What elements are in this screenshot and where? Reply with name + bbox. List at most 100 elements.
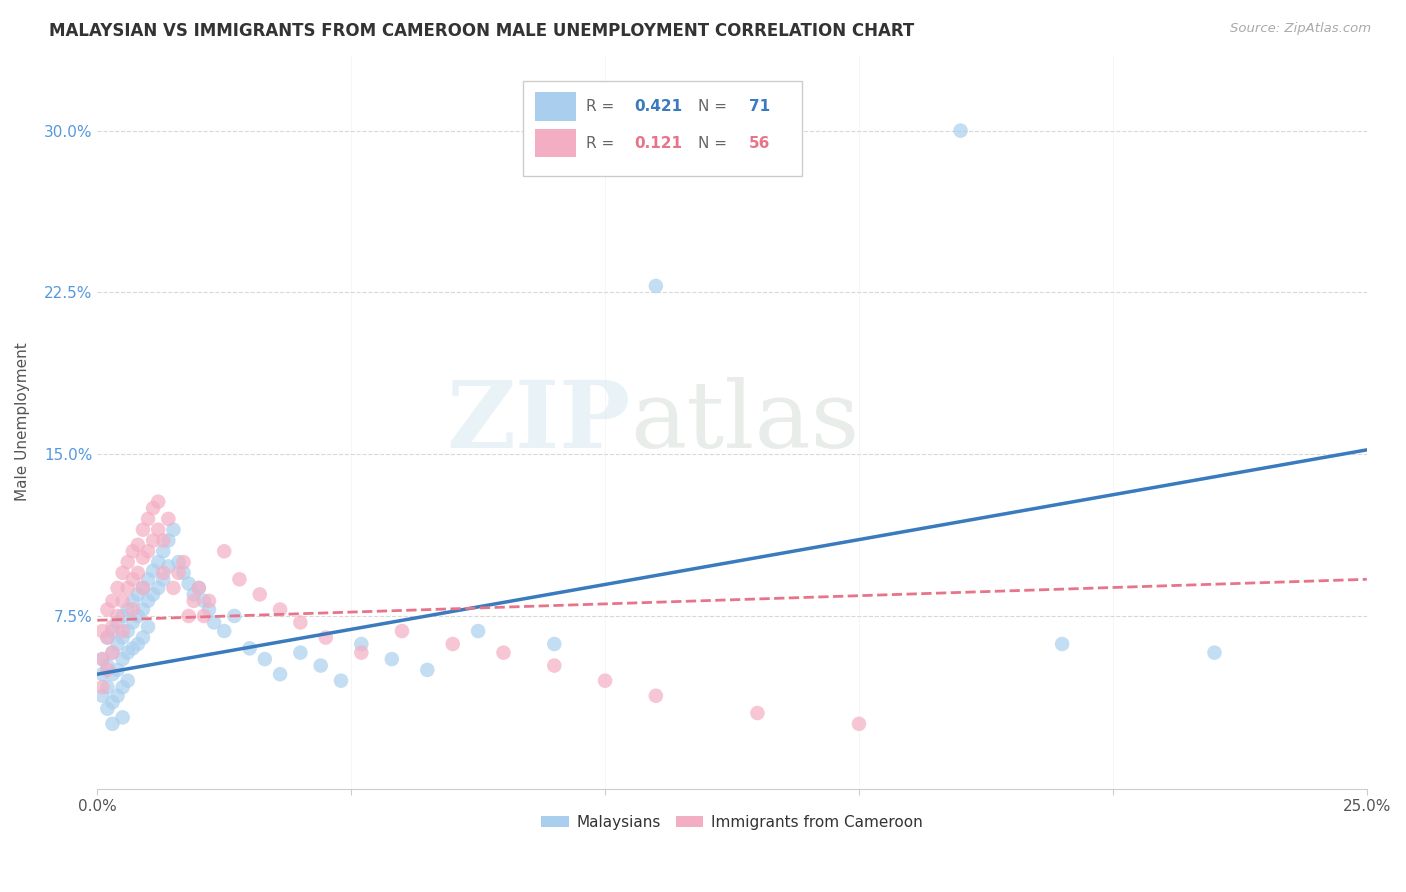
Point (117, 624, 139, 638)
Text: 71: 71 (748, 99, 769, 114)
Point (117, 581, 139, 595)
FancyBboxPatch shape (536, 92, 576, 120)
Point (157, 559, 180, 574)
Point (136, 512, 159, 526)
Point (212, 624, 235, 638)
Point (177, 609, 200, 624)
Point (142, 587, 165, 601)
Text: 0.121: 0.121 (634, 136, 682, 151)
Point (142, 533, 165, 548)
Point (644, 279, 666, 293)
Point (1204, 646, 1226, 660)
FancyBboxPatch shape (536, 128, 576, 158)
Point (132, 631, 155, 645)
Point (132, 581, 155, 595)
Point (111, 652, 134, 666)
Point (127, 609, 149, 624)
Point (148, 523, 170, 537)
Point (416, 663, 439, 677)
Point (162, 523, 184, 537)
Point (350, 646, 373, 660)
Point (127, 538, 149, 552)
Point (117, 602, 139, 616)
Point (107, 689, 129, 703)
Point (152, 533, 174, 548)
Point (121, 602, 143, 616)
Point (136, 594, 159, 608)
Point (132, 523, 155, 537)
Point (142, 564, 165, 578)
Text: N =: N = (697, 136, 731, 151)
Point (101, 620, 124, 634)
Point (148, 581, 170, 595)
Point (91, 652, 114, 666)
Point (152, 572, 174, 586)
Point (101, 646, 124, 660)
Point (101, 594, 124, 608)
Point (121, 594, 143, 608)
Point (391, 624, 413, 638)
Point (173, 555, 195, 569)
Point (148, 494, 170, 508)
Point (96, 702, 118, 716)
Point (132, 550, 155, 565)
Point (593, 673, 616, 688)
Point (111, 631, 134, 645)
Point (253, 652, 276, 666)
Y-axis label: Male Unemployment: Male Unemployment (15, 343, 30, 501)
Text: R =: R = (586, 99, 619, 114)
Point (127, 566, 149, 580)
Point (121, 544, 143, 558)
Point (249, 587, 271, 601)
Point (198, 602, 221, 616)
Point (543, 637, 565, 651)
Point (644, 689, 666, 703)
Text: N =: N = (697, 99, 731, 114)
Point (202, 615, 225, 630)
Point (96, 602, 118, 616)
Point (350, 637, 373, 651)
Point (290, 615, 312, 630)
Point (239, 641, 262, 656)
Point (111, 624, 134, 638)
Point (152, 544, 174, 558)
Legend: Malaysians, Immigrants from Cameroon: Malaysians, Immigrants from Cameroon (536, 809, 929, 836)
Point (111, 594, 134, 608)
FancyBboxPatch shape (523, 81, 801, 176)
Point (290, 646, 312, 660)
Point (315, 631, 337, 645)
Point (848, 716, 870, 731)
Text: 0.421: 0.421 (634, 99, 682, 114)
Point (111, 609, 134, 624)
Text: Source: ZipAtlas.com: Source: ZipAtlas.com (1230, 22, 1371, 36)
Text: atlas: atlas (630, 376, 859, 467)
Point (136, 544, 159, 558)
Point (96, 631, 118, 645)
Point (107, 581, 129, 595)
Text: ZIP: ZIP (446, 376, 630, 467)
Point (121, 572, 143, 586)
Point (543, 658, 565, 673)
Text: R =: R = (586, 136, 619, 151)
Point (101, 646, 124, 660)
Point (121, 615, 143, 630)
Point (136, 572, 159, 586)
Point (121, 641, 143, 656)
Point (91, 689, 114, 703)
Text: MALAYSIAN VS IMMIGRANTS FROM CAMEROON MALE UNEMPLOYMENT CORRELATION CHART: MALAYSIAN VS IMMIGRANTS FROM CAMEROON MA… (49, 22, 914, 40)
Point (96, 663, 118, 677)
Point (117, 673, 139, 688)
Point (91, 652, 114, 666)
Point (96, 658, 118, 673)
Point (183, 594, 205, 608)
Point (127, 587, 149, 601)
Point (492, 646, 515, 660)
Point (269, 602, 291, 616)
Point (224, 609, 246, 624)
Point (107, 637, 129, 651)
Point (747, 706, 769, 720)
Point (91, 624, 114, 638)
Point (107, 663, 129, 677)
Point (96, 631, 118, 645)
Point (949, 123, 972, 137)
